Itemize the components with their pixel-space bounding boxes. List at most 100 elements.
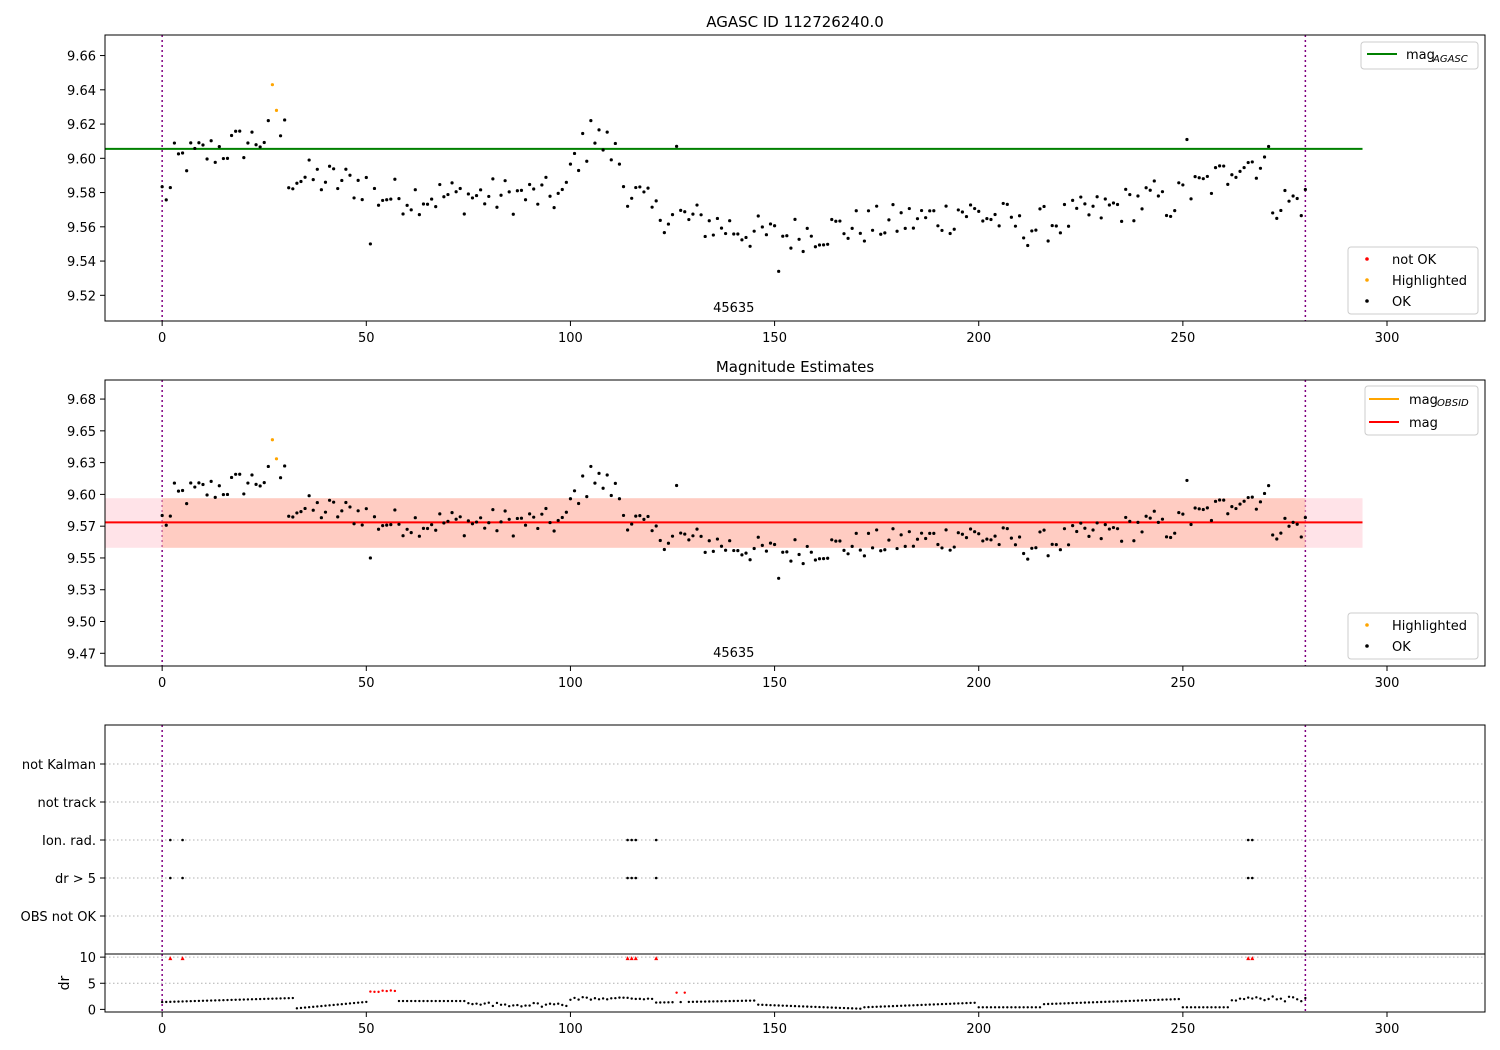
dr-point	[601, 997, 605, 1000]
data-point-ok	[585, 159, 589, 163]
dr-point	[699, 1000, 703, 1003]
data-point-ok	[915, 217, 920, 221]
data-point-ok	[1303, 187, 1307, 192]
dr-point-flagged	[389, 989, 392, 992]
dr-point	[793, 1004, 797, 1008]
flag-point	[1246, 838, 1250, 842]
data-point-ok	[303, 175, 307, 179]
data-point-ok	[695, 527, 699, 531]
dr-point	[1238, 997, 1242, 1000]
data-point-ok	[756, 214, 760, 218]
dr-point	[973, 1001, 976, 1004]
data-point-ok	[687, 217, 691, 222]
dr-point	[940, 1002, 944, 1006]
dr-point	[1157, 998, 1160, 1002]
data-point-ok	[336, 186, 340, 191]
dr-point	[177, 1000, 180, 1003]
dr-point	[512, 1004, 515, 1007]
flag-point	[634, 838, 638, 842]
dr-point	[936, 1003, 940, 1006]
dr-point	[442, 999, 446, 1003]
data-point-ok	[781, 234, 785, 238]
dr-point	[1071, 1001, 1074, 1005]
data-point-ok	[911, 544, 916, 548]
data-point-ok	[1173, 208, 1177, 213]
dr-point	[1014, 1006, 1017, 1009]
dr-point	[928, 1003, 931, 1006]
data-point-ok	[1218, 164, 1222, 168]
data-point-ok	[813, 558, 818, 562]
flag-point	[169, 876, 172, 880]
dr-point	[769, 1003, 772, 1007]
data-point-ok	[176, 489, 181, 493]
data-point-ok	[772, 542, 777, 547]
data-point-ok	[560, 515, 564, 520]
dr-point	[752, 999, 756, 1002]
dr-point	[1181, 1006, 1185, 1009]
x-tick-label: 150	[762, 331, 787, 346]
dr-point	[748, 999, 752, 1002]
data-point-ok	[1271, 533, 1275, 537]
dr-point	[1038, 1006, 1042, 1009]
dr-point	[1128, 999, 1131, 1003]
dr-point	[663, 1001, 666, 1004]
data-point-ok	[768, 222, 773, 226]
dr-point	[642, 998, 646, 1001]
data-point-ok	[360, 523, 364, 527]
x-tick-label: 0	[158, 676, 166, 691]
data-point-ok	[1197, 507, 1201, 511]
dr-point	[540, 1005, 544, 1008]
data-point-ok	[793, 538, 797, 542]
dr-point	[1046, 1002, 1050, 1006]
data-point-ok	[674, 144, 679, 148]
data-point-ok	[1185, 478, 1189, 483]
dr-point	[503, 1003, 507, 1006]
data-point-ok	[1189, 197, 1193, 201]
data-point-ok	[315, 500, 319, 505]
y-tick-label: 0	[88, 1003, 96, 1018]
data-point-ok	[1022, 551, 1026, 556]
data-point-ok	[291, 187, 295, 191]
data-point-ok	[1140, 207, 1144, 211]
dr-point	[214, 999, 217, 1002]
data-point-ok	[883, 548, 887, 552]
dr-point	[944, 1002, 948, 1006]
plot-area	[105, 954, 1485, 1012]
data-point-ok	[642, 190, 646, 194]
dr-point	[1022, 1006, 1025, 1009]
data-point-ok	[1250, 160, 1254, 164]
data-point-ok	[315, 167, 319, 171]
data-point-ok	[711, 549, 715, 553]
data-point-ok	[1242, 499, 1246, 503]
axes: 0 50 100 150 200 250 300 9.52 9.54 9.56 9.58 9.60 9.…	[67, 50, 1399, 346]
dr-point	[569, 998, 572, 1001]
flag-category-label: dr > 5	[55, 872, 96, 887]
dr-point	[830, 1006, 833, 1009]
data-point-ok	[789, 559, 793, 563]
data-point-ok	[438, 182, 442, 187]
dr-point	[258, 997, 262, 1001]
data-point-ok	[446, 192, 450, 197]
data-point-ok	[417, 534, 421, 538]
data-point-ok	[581, 131, 585, 136]
data-point-ok	[928, 209, 932, 213]
data-point-ok	[634, 514, 638, 518]
dr-point	[471, 1002, 474, 1006]
data-point-ok	[568, 497, 573, 501]
dr-point	[483, 1002, 486, 1005]
dr-point	[450, 999, 454, 1003]
dr-point	[189, 999, 192, 1003]
dr-point	[626, 996, 629, 1000]
flag-point	[626, 838, 629, 842]
data-point-ok	[1181, 512, 1185, 516]
data-point-ok	[278, 134, 283, 138]
dr-point	[712, 1000, 715, 1003]
data-point-ok	[1079, 521, 1083, 525]
dr-point	[708, 1000, 711, 1003]
dr-point	[320, 1004, 323, 1008]
data-point-ok	[483, 202, 487, 206]
data-point-ok	[442, 195, 446, 199]
dr-point	[1271, 995, 1274, 998]
dr-point	[1193, 1006, 1197, 1009]
data-point-ok	[393, 508, 397, 512]
